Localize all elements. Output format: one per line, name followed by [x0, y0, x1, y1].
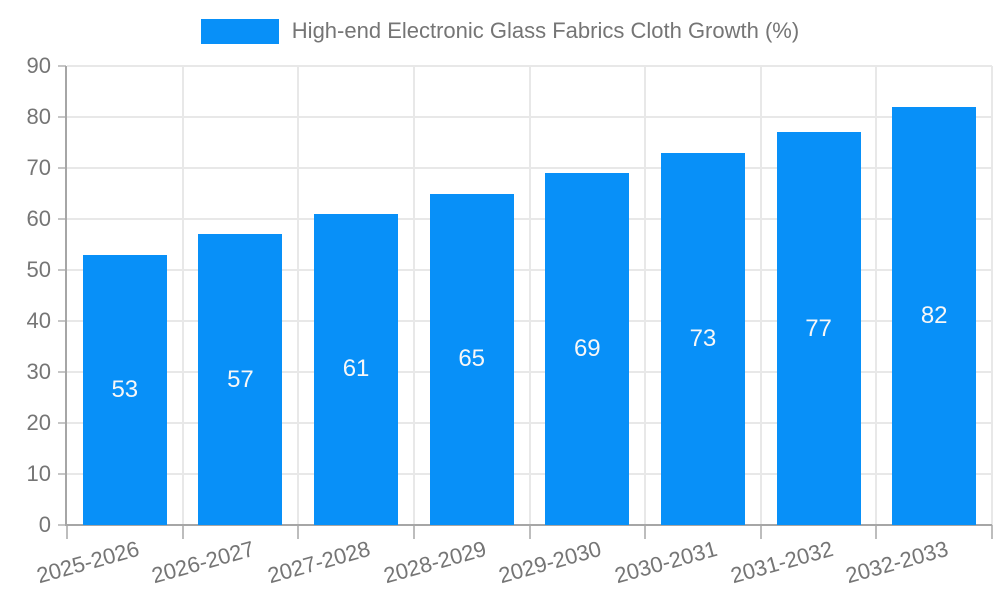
y-axis-tick-label: 30 [26, 359, 51, 384]
bar [198, 234, 283, 525]
bar-value-label: 61 [342, 355, 370, 383]
y-axis-tick-label: 90 [26, 53, 51, 78]
x-gridline [181, 66, 184, 525]
bar-value-label: 53 [111, 375, 139, 403]
x-gridline [991, 66, 993, 525]
y-axis-tick [58, 473, 66, 475]
bar-value-label: 65 [458, 345, 486, 373]
x-axis-tick [991, 525, 993, 539]
y-axis-tick [58, 65, 66, 67]
legend-label: High-end Electronic Glass Fabrics Cloth … [291, 18, 800, 43]
bar-value-label: 77 [805, 314, 832, 342]
bar-value-label: 57 [227, 365, 254, 393]
y-axis-line [65, 66, 67, 525]
bar [545, 173, 630, 525]
y-axis-tick [58, 218, 66, 220]
x-axis-tick [875, 525, 878, 539]
y-axis-tick [58, 116, 66, 118]
x-gridline [528, 66, 531, 525]
x-axis-tick [412, 525, 415, 539]
x-axis-tick [66, 525, 68, 539]
bar [776, 132, 861, 525]
x-gridline [412, 66, 415, 525]
y-axis-tick [58, 167, 66, 169]
x-axis-tick [297, 525, 300, 539]
bar [660, 152, 745, 525]
x-gridline [875, 66, 878, 525]
bar-value-label: 73 [689, 324, 717, 352]
bar [314, 213, 399, 525]
legend-swatch [200, 18, 279, 44]
x-gridline [297, 66, 300, 525]
y-axis-tick-label: 50 [26, 257, 51, 282]
legend-item[interactable]: High-end Electronic Glass Fabrics Cloth … [0, 18, 1000, 44]
y-axis-tick [58, 371, 66, 373]
x-axis-tick [644, 525, 647, 539]
y-axis-tick-label: 80 [26, 104, 51, 129]
x-axis-tick [181, 525, 184, 539]
y-axis-tick-label: 60 [26, 206, 51, 231]
bar [892, 106, 977, 525]
y-axis-tick-label: 40 [26, 308, 51, 333]
y-axis-tick-label: 20 [26, 410, 51, 435]
bar [82, 254, 167, 525]
y-axis-tick [58, 524, 66, 526]
y-axis-tick [58, 422, 66, 424]
bar-value-label: 82 [920, 301, 948, 329]
y-axis-tick-label: 0 [38, 512, 51, 537]
y-axis-tick-label: 10 [26, 461, 51, 486]
plot-area: 0 10 20 30 40 50 60 70 80 90 53 2025-2026 57 2026-202… [27, 53, 993, 588]
y-axis-tick [58, 269, 66, 271]
x-gridline [759, 66, 762, 525]
y-axis-tick [58, 320, 66, 322]
bar-value-label: 69 [573, 335, 601, 363]
y-axis-tick-label: 70 [26, 155, 51, 180]
bar [429, 193, 514, 525]
x-axis-tick [759, 525, 762, 539]
x-axis-line [65, 524, 992, 526]
x-axis-tick [528, 525, 531, 539]
x-gridline [644, 66, 647, 525]
